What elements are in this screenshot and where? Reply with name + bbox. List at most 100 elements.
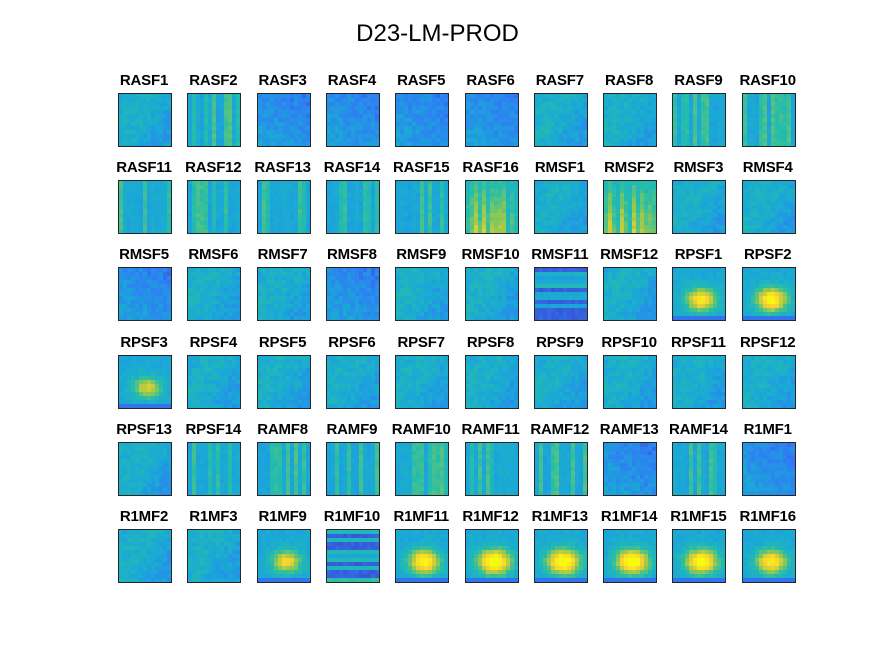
heatmap-cell (604, 110, 609, 115)
heatmap-cell (624, 102, 629, 107)
heatmap-cell (701, 142, 706, 147)
heatmap-cell (196, 98, 201, 103)
heatmap-cell (366, 110, 372, 115)
heatmap-cell (188, 122, 193, 127)
heatmap-cell (289, 201, 294, 206)
heatmap-cell (632, 126, 637, 131)
heatmap-cell (685, 296, 690, 301)
heatmap-cell (404, 304, 409, 309)
heatmap-cell (432, 142, 437, 147)
heatmap-cell (677, 304, 682, 309)
heatmap-cell (224, 102, 229, 107)
heatmap-cell (477, 229, 482, 234)
heatmap-cell (342, 193, 348, 198)
heatmap-cell (277, 102, 282, 107)
heatmap-cell (224, 292, 229, 297)
heatmap-cell (562, 292, 568, 297)
heatmap-cell (143, 126, 148, 131)
heatmap-cell (782, 94, 787, 99)
heatmap-cell (293, 130, 298, 135)
heatmap-cell (432, 276, 437, 281)
heatmap-cell (485, 296, 490, 301)
heatmap-cell (404, 229, 409, 234)
heatmap-cell (131, 268, 136, 273)
heatmap-cell (790, 193, 795, 198)
heatmap-cell (681, 288, 686, 293)
heatmap-cell (620, 102, 625, 107)
heatmap-cell (616, 221, 621, 226)
heatmap-cell (582, 110, 588, 115)
heatmap-cell (681, 185, 686, 190)
heatmap-cell (428, 118, 433, 123)
heatmap-cell (505, 292, 510, 297)
heatmap-cell (705, 138, 710, 143)
heatmap-cell (342, 300, 348, 305)
heatmap-cell (542, 296, 548, 301)
heatmap-cell (167, 126, 172, 131)
heatmap-cell (285, 205, 290, 210)
heatmap-cell (485, 197, 490, 202)
heatmap-cell (420, 308, 425, 313)
panel-label: RASF11 (116, 159, 172, 177)
heatmap-cell (542, 308, 548, 313)
heatmap-cell (485, 300, 490, 305)
heatmap-cell (742, 122, 747, 127)
heatmap-cell (269, 98, 274, 103)
heatmap-cell (236, 209, 241, 214)
heatmap-cell (469, 312, 474, 317)
heatmap-cell (346, 181, 352, 186)
heatmap-cell (632, 288, 637, 293)
heatmap-cell (786, 110, 791, 115)
heatmap-cell (713, 304, 718, 309)
heatmap-cell (469, 122, 474, 127)
heatmap-cell (326, 213, 332, 218)
heatmap-cell (582, 308, 588, 313)
heatmap-cell (301, 126, 306, 131)
heatmap-cell (412, 300, 417, 305)
heatmap-cell (236, 118, 241, 123)
heatmap-cell (786, 106, 791, 111)
heatmap-cell (119, 142, 124, 147)
heatmap-cell (473, 106, 478, 111)
heatmap-cell (713, 118, 718, 123)
heatmap-cell (709, 300, 714, 305)
heatmap-cell (616, 292, 621, 297)
heatmap-cell (481, 280, 486, 285)
heatmap-cell (644, 209, 649, 214)
heatmap-cell (505, 296, 510, 301)
heatmap-cell (257, 284, 262, 289)
heatmap-cell (542, 272, 548, 277)
heatmap-cell (750, 209, 755, 214)
heatmap-cell (493, 205, 498, 210)
heatmap-cell (354, 288, 360, 293)
heatmap-cell (501, 130, 506, 135)
heatmap-cell (648, 229, 653, 234)
heatmap-cell (224, 304, 229, 309)
heatmap-cell (644, 280, 649, 285)
heatmap-cell (236, 268, 241, 273)
heatmap-cell (790, 213, 795, 218)
heatmap-cell (628, 142, 633, 147)
heatmap-cell (485, 98, 490, 103)
heatmap-cell (212, 284, 217, 289)
heatmap-cell (493, 94, 498, 99)
heatmap-cell (220, 134, 225, 139)
heatmap-cell (220, 142, 225, 147)
heatmap-cell (534, 280, 540, 285)
heatmap-cell (151, 296, 156, 301)
heatmap-cell (159, 292, 164, 297)
heatmap-cell (119, 205, 124, 210)
heatmap-cell (616, 138, 621, 143)
heatmap-cell (582, 122, 588, 127)
heatmap-cell (570, 189, 576, 194)
heatmap-cell (228, 296, 233, 301)
heatmap-cell (289, 296, 294, 301)
heatmap-cell (697, 304, 702, 309)
heatmap-cell (509, 308, 514, 313)
heatmap-cell (305, 181, 310, 186)
heatmap-cell (604, 130, 609, 135)
heatmap-cell (673, 280, 678, 285)
heatmap-cell (196, 118, 201, 123)
heatmap-cell (305, 118, 310, 123)
heatmap-cell (155, 308, 160, 313)
